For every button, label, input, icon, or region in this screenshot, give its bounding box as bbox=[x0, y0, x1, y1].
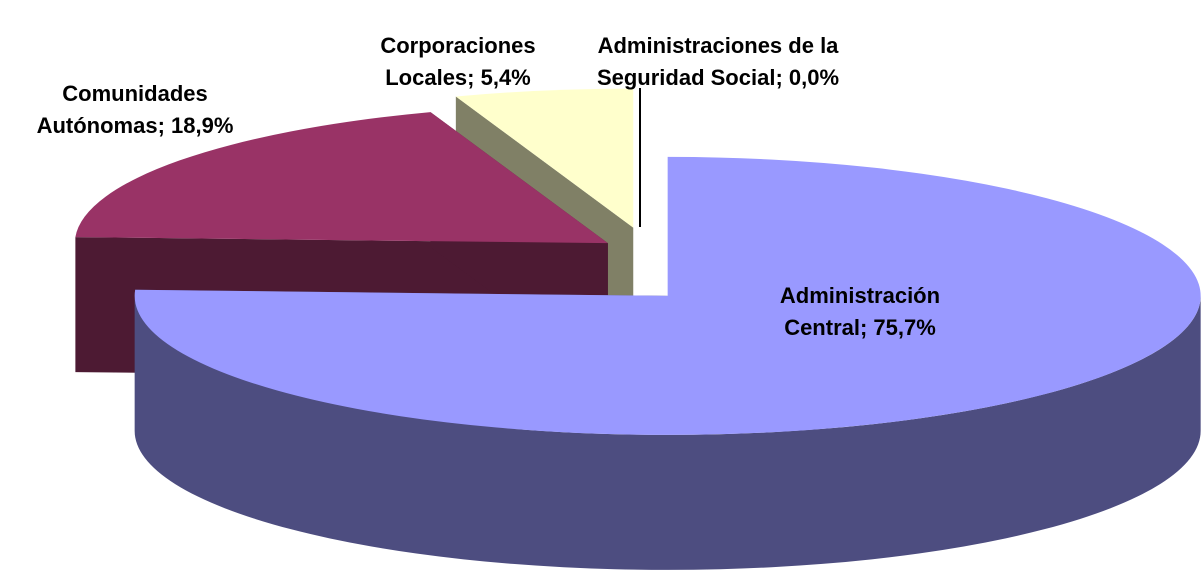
slice-top bbox=[134, 156, 1201, 435]
data-label: Administración Central; 75,7% bbox=[779, 283, 941, 340]
data-label: Administraciones de la Seguridad Social;… bbox=[596, 33, 840, 90]
slice-wall bbox=[134, 295, 1201, 570]
slice-top bbox=[75, 112, 608, 244]
data-label: Corporaciones Locales; 5,4% bbox=[380, 33, 536, 90]
data-label: Comunidades Autónomas; 18,9% bbox=[36, 81, 234, 138]
slice-top bbox=[455, 88, 634, 228]
